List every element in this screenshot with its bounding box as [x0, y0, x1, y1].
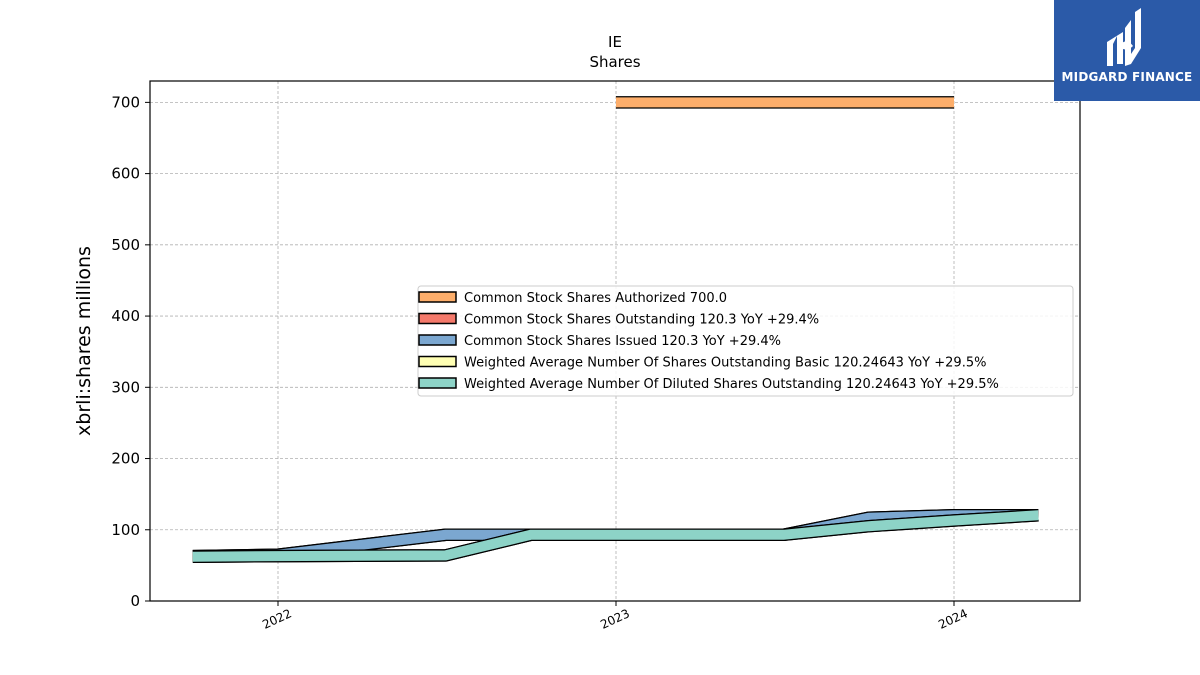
plot-frame — [149, 80, 1081, 602]
y-tick-label: 100 — [111, 521, 140, 539]
legend-swatch — [418, 377, 457, 389]
y-tick-label: 500 — [111, 236, 140, 254]
y-axis-label: xbrli:shares millions — [73, 246, 95, 436]
legend-label: Common Stock Shares Authorized 700.0 — [464, 291, 727, 306]
y-tick-label: 700 — [111, 93, 140, 111]
legend-label: Weighted Average Number Of Shares Outsta… — [464, 356, 986, 371]
legend-box — [417, 285, 1074, 397]
brand-logo: MIDGARD FINANCE — [1054, 0, 1200, 101]
legend[interactable]: Common Stock Shares Authorized 700.0 Comm… — [417, 285, 1074, 397]
x-tick-label: 2024 — [936, 606, 970, 632]
y-tick-label: 600 — [111, 165, 140, 183]
legend-swatch — [418, 355, 457, 368]
legend-label: Common Stock Shares Issued 120.3 YoY +29… — [464, 334, 781, 349]
legend-label: Common Stock Shares Outstanding 120.3 Yo… — [464, 313, 819, 328]
brand-logo-text: MIDGARD FINANCE — [1061, 70, 1193, 84]
x-tick-label: 2023 — [598, 606, 632, 632]
legend-swatch — [418, 334, 457, 346]
chart-title: IE — [608, 33, 622, 51]
legend-swatch — [418, 291, 457, 303]
x-tick-label: 2022 — [260, 606, 294, 632]
series-layer — [192, 96, 1039, 564]
series-band — [192, 510, 1039, 562]
chart-subtitle: Shares — [589, 53, 640, 71]
y-tick-label: 400 — [111, 307, 140, 325]
legend-label: Weighted Average Number Of Diluted Share… — [464, 377, 999, 392]
series-5-line — [192, 509, 1039, 564]
y-tick-label: 300 — [111, 378, 140, 396]
midgard-monogram-icon — [1107, 8, 1141, 66]
y-tick-label: 200 — [111, 450, 140, 468]
y-tick-label: 0 — [130, 592, 140, 610]
legend-swatch — [418, 312, 457, 325]
